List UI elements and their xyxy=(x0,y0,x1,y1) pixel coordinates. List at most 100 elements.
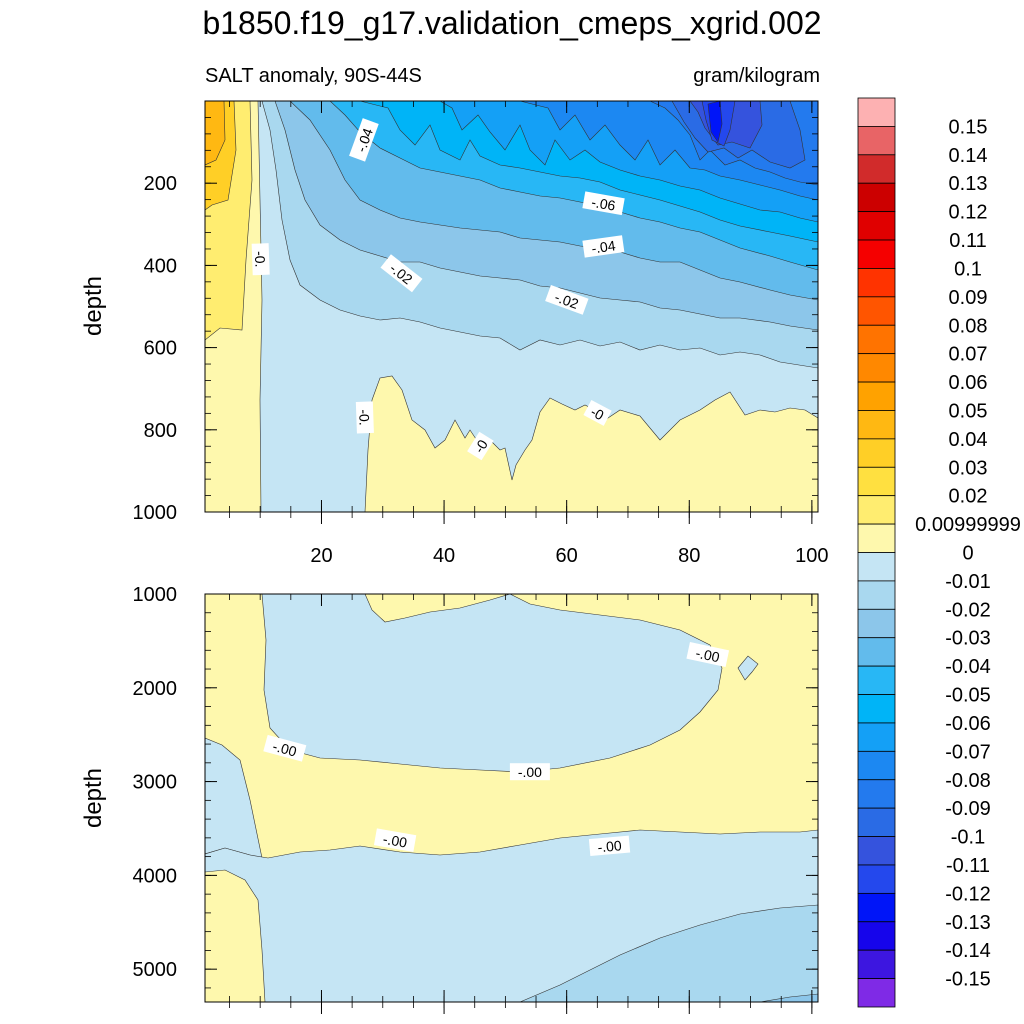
colorbar-swatch xyxy=(857,495,896,525)
contour-label-box xyxy=(251,243,270,276)
colorbar-swatch xyxy=(857,182,896,213)
y-tick-label: 4000 xyxy=(133,865,178,887)
contour-label-box xyxy=(582,235,625,258)
panel-subtitle-right: gram/kilogram xyxy=(693,65,820,87)
colorbar-swatch xyxy=(857,665,896,695)
colorbar-swatch xyxy=(857,324,896,355)
lower-panel: -.00 -.00 -.00 -.00 -.00 1000 2000 3000 4000 500… xyxy=(80,584,819,1014)
contour-label-box xyxy=(467,431,494,461)
colorbar-label: -0.03 xyxy=(945,628,991,650)
y-tick-label: 400 xyxy=(144,255,177,277)
colorbar-swatch xyxy=(857,637,896,667)
y-tick-label: 200 xyxy=(144,173,177,195)
contour-label-text: -.06 xyxy=(590,194,617,214)
colorbar-label: -0.09 xyxy=(945,798,991,820)
panel-subtitle-left: SALT anomaly, 90S-44S xyxy=(205,65,422,87)
colorbar-label: -0.04 xyxy=(945,656,991,678)
contour-label: -0. xyxy=(355,401,374,434)
colorbar-swatch xyxy=(857,949,896,979)
contour-label: -.06 xyxy=(582,191,625,216)
colorbar: 0.15 0.14 0.13 0.12 0.11 0.1 0.09 0.08 0.07 0.06 0… xyxy=(857,97,1021,1008)
contour-label-box xyxy=(263,734,307,762)
lower-contour-labels: -.00 -.00 -.00 -.00 -.00 xyxy=(263,642,730,857)
contour-label: -.04 xyxy=(582,235,625,258)
x-tick-label: 100 xyxy=(795,545,828,567)
colorbar-label: 0.13 xyxy=(949,173,988,195)
colorbar-swatch xyxy=(857,381,896,411)
contour-label: -.04 xyxy=(349,118,379,162)
y-tick-label: 3000 xyxy=(133,772,178,794)
colorbar-label: 0.03 xyxy=(949,457,988,479)
colorbar-swatch xyxy=(857,126,896,156)
upper-axes: 200 400 600 800 1000 20 40 60 80 100 xyxy=(133,100,829,567)
colorbar-swatch xyxy=(857,466,896,497)
contour-label-text: -.04 xyxy=(353,126,376,154)
contour-label-text: -0. xyxy=(356,409,373,426)
contour-label-box xyxy=(349,118,379,162)
colorbar-swatch xyxy=(857,750,896,781)
contour-label-text: -.00 xyxy=(271,738,299,760)
colorbar-label: 0.12 xyxy=(949,202,988,224)
colorbar-label: -0.1 xyxy=(951,827,985,849)
colorbar-swatch xyxy=(857,779,896,809)
colorbar-label: -0.11 xyxy=(946,855,990,877)
colorbar-swatch xyxy=(857,268,896,298)
contour-label-text: -.00 xyxy=(382,831,409,851)
colorbar-label: -0.07 xyxy=(945,741,991,763)
colorbar-label: -0.15 xyxy=(945,969,991,991)
upper-plot-frame xyxy=(204,100,819,513)
colorbar-label: 0.14 xyxy=(949,145,988,167)
upper-contour-labels: -.04-.06-.04-.02-.02-0.-0.-0-0 xyxy=(251,118,625,461)
contour-label-text: -0. xyxy=(252,251,269,268)
colorbar-swatch xyxy=(857,921,896,951)
colorbar-label: -0.12 xyxy=(945,883,991,905)
colorbar-label: 0.06 xyxy=(949,372,988,394)
colorbar-label: -0.08 xyxy=(945,770,991,792)
colorbar-label: 0.1 xyxy=(954,258,982,280)
colorbar-label: 0.04 xyxy=(949,429,988,451)
x-tick-label: 80 xyxy=(678,545,700,567)
colorbar-swatch xyxy=(857,211,896,241)
contour-label-text: -.00 xyxy=(518,764,542,780)
lower-axes: 1000 2000 3000 4000 5000 xyxy=(133,584,818,1014)
contour-label-box xyxy=(582,191,625,216)
contour-label-text: -.00 xyxy=(597,837,623,855)
lower-contour-fill xyxy=(205,594,818,1002)
contour-label-box xyxy=(588,835,631,857)
colorbar-swatch xyxy=(857,836,896,866)
colorbar-label: -0.14 xyxy=(945,940,991,962)
contour-label: -.02 xyxy=(545,285,589,315)
contour-label: -.00 xyxy=(373,828,417,853)
contour-label: -0. xyxy=(251,243,270,276)
contour-label-box xyxy=(355,401,374,434)
colorbar-label: 0.00999999 xyxy=(915,514,1021,536)
colorbar-label: 0 xyxy=(962,543,973,565)
colorbar-label: 0.09 xyxy=(949,287,988,309)
figure-title: b1850.f19_g17.validation_cmeps_xgrid.002 xyxy=(202,5,821,41)
colorbar-swatch xyxy=(857,694,896,724)
colorbar-swatch xyxy=(857,97,896,127)
x-tick-label: 60 xyxy=(556,545,578,567)
colorbar-swatch xyxy=(857,239,896,269)
y-tick-label: 600 xyxy=(144,338,177,360)
colorbar-swatch xyxy=(857,978,896,1008)
contour-label: -.00 xyxy=(686,642,730,667)
colorbar-swatch xyxy=(857,410,896,440)
y-tick-label: 1000 xyxy=(133,584,178,606)
contour-label-text: -.04 xyxy=(590,237,616,256)
colorbar-label: -0.01 xyxy=(945,571,991,593)
colorbar-label: 0.15 xyxy=(949,116,988,138)
contour-label-box xyxy=(509,763,550,781)
lower-plot-frame xyxy=(204,593,819,1003)
colorbar-label: -0.05 xyxy=(945,685,991,707)
contour-label-box xyxy=(373,828,417,853)
x-tick-label: 40 xyxy=(433,545,455,567)
contour-label: -.00 xyxy=(588,835,631,857)
colorbar-swatch xyxy=(857,552,896,582)
contour-label: -0 xyxy=(467,431,494,461)
contour-label: -.00 xyxy=(509,763,550,781)
colorbar-label: -0.13 xyxy=(945,912,991,934)
colorbar-swatch xyxy=(857,892,896,923)
colorbar-label: 0.07 xyxy=(949,344,988,366)
